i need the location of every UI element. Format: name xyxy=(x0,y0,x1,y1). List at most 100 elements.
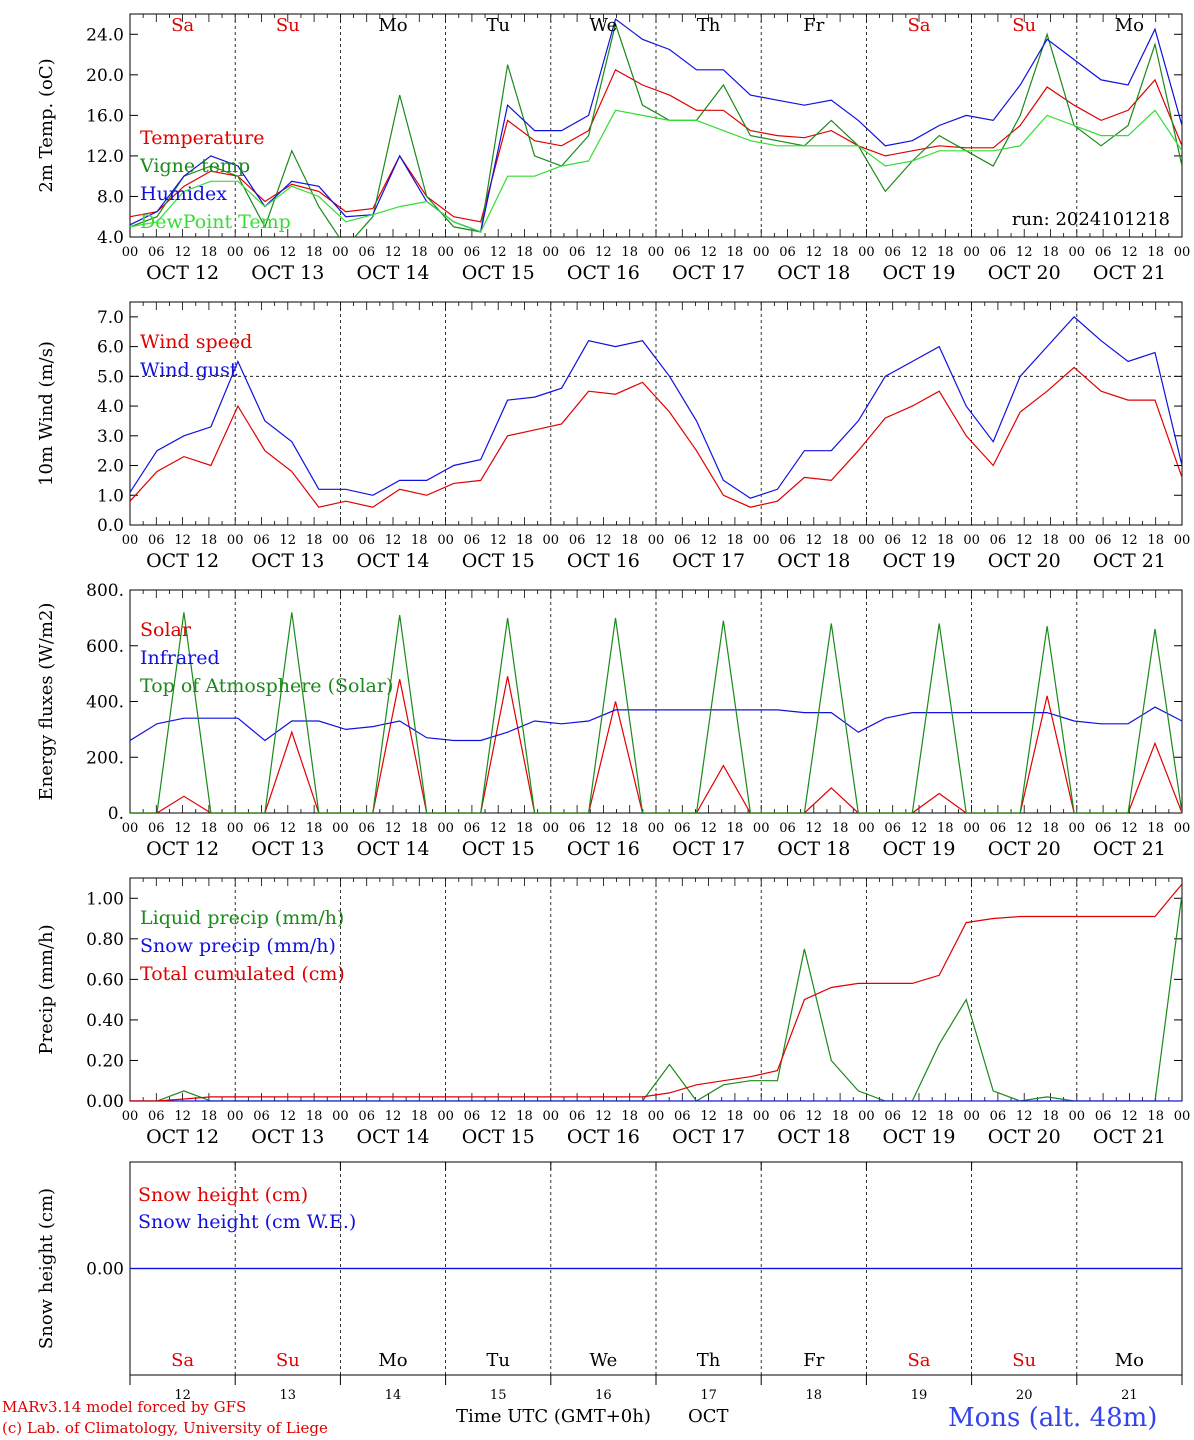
hour-label: 06 xyxy=(464,821,481,836)
y-axis-label: Snow height (cm) xyxy=(36,1188,57,1349)
hour-label: 12 xyxy=(911,533,928,548)
y-axis-label: Energy fluxes (W/m2) xyxy=(36,603,57,801)
date-label: OCT 14 xyxy=(356,550,429,572)
hour-label: 00 xyxy=(858,821,875,836)
date-label: OCT 16 xyxy=(567,550,640,572)
hour-label: 12 xyxy=(174,245,191,260)
day-name: Sa xyxy=(907,1350,930,1371)
month-label: OCT xyxy=(688,1406,729,1427)
y-tick-label: 8.0 xyxy=(97,187,124,207)
hour-label: 18 xyxy=(1147,533,1164,548)
date-label: OCT 19 xyxy=(882,550,955,572)
hour-label: 12 xyxy=(806,821,823,836)
hour-label: 00 xyxy=(648,245,665,260)
date-label: OCT 21 xyxy=(1093,1126,1166,1148)
hour-label: 18 xyxy=(832,245,849,260)
run-annotation: run: 2024101218 xyxy=(1012,209,1170,230)
y-tick-label: 0.40 xyxy=(86,1011,124,1031)
hour-label: 06 xyxy=(1095,533,1112,548)
legend-entry: Wind gust xyxy=(140,359,238,381)
location-label: Mons (alt. 48m) xyxy=(948,1403,1158,1433)
hour-label: 18 xyxy=(411,533,428,548)
y-tick-label: 1.0 xyxy=(97,486,124,506)
day-number: 12 xyxy=(174,1388,191,1403)
y-tick-label: 600. xyxy=(86,637,124,657)
legend-entry: Total cumulated (cm) xyxy=(140,963,345,985)
hour-label: 06 xyxy=(674,1109,691,1124)
hour-label: 06 xyxy=(464,533,481,548)
hour-label: 06 xyxy=(779,821,796,836)
day-name: Tu xyxy=(486,15,510,36)
hour-label: 06 xyxy=(253,245,270,260)
y-tick-label: 0.80 xyxy=(86,930,124,950)
date-label: OCT 20 xyxy=(988,838,1061,860)
hour-label: 12 xyxy=(595,533,612,548)
hour-label: 18 xyxy=(832,1109,849,1124)
legend-entry: Infrared xyxy=(140,647,220,669)
hour-label: 00 xyxy=(437,245,454,260)
hour-label: 06 xyxy=(569,245,586,260)
day-name: Mo xyxy=(378,1350,407,1371)
hour-label: 18 xyxy=(411,245,428,260)
time-axis-label: Time UTC (GMT+0h) xyxy=(456,1406,651,1427)
series-line-0-1 xyxy=(130,21,1182,237)
date-label: OCT 13 xyxy=(251,262,324,284)
day-number: 19 xyxy=(911,1388,928,1403)
hour-label: 12 xyxy=(1016,533,1033,548)
date-label: OCT 20 xyxy=(988,550,1061,572)
y-tick-label: 2.0 xyxy=(97,457,124,477)
date-label: OCT 13 xyxy=(251,838,324,860)
day-number: 21 xyxy=(1121,1388,1138,1403)
hour-label: 12 xyxy=(806,533,823,548)
hour-label: 00 xyxy=(543,533,560,548)
hour-label: 00 xyxy=(858,533,875,548)
day-name: Sa xyxy=(171,1350,194,1371)
date-label: OCT 12 xyxy=(146,1126,219,1148)
hour-label: 18 xyxy=(832,821,849,836)
hour-label: 00 xyxy=(122,1109,139,1124)
hour-label: 00 xyxy=(437,533,454,548)
hour-label: 00 xyxy=(1069,1109,1086,1124)
hour-label: 12 xyxy=(911,1109,928,1124)
y-tick-label: 0. xyxy=(108,804,124,824)
day-number: 15 xyxy=(490,1388,507,1403)
series-line-3-2 xyxy=(130,883,1182,1101)
hour-label: 06 xyxy=(464,1109,481,1124)
y-tick-label: 1.00 xyxy=(86,889,124,909)
date-label: OCT 18 xyxy=(777,838,850,860)
hour-label: 18 xyxy=(1147,821,1164,836)
date-label: OCT 19 xyxy=(882,838,955,860)
hour-label: 18 xyxy=(306,821,323,836)
hour-label: 06 xyxy=(569,533,586,548)
day-number: 20 xyxy=(1016,1388,1033,1403)
legend-entry: Snow height (cm W.E.) xyxy=(138,1211,356,1233)
hour-label: 12 xyxy=(700,1109,717,1124)
date-label: OCT 21 xyxy=(1093,838,1166,860)
day-name: Mo xyxy=(378,15,407,36)
hour-label: 00 xyxy=(753,245,770,260)
day-name: Th xyxy=(697,15,721,36)
day-name: Su xyxy=(276,1350,300,1371)
hour-label: 18 xyxy=(621,533,638,548)
date-label: OCT 20 xyxy=(988,1126,1061,1148)
legend-entry: DewPoint Temp xyxy=(140,211,291,233)
day-name: Su xyxy=(1012,15,1036,36)
hour-label: 06 xyxy=(464,245,481,260)
date-label: OCT 17 xyxy=(672,838,745,860)
hour-label: 06 xyxy=(884,533,901,548)
date-label: OCT 12 xyxy=(146,838,219,860)
hour-label: 12 xyxy=(174,533,191,548)
hour-label: 00 xyxy=(332,245,349,260)
hour-label: 06 xyxy=(253,533,270,548)
hour-label: 00 xyxy=(122,245,139,260)
hour-label: 12 xyxy=(806,1109,823,1124)
hour-label: 00 xyxy=(1069,821,1086,836)
hour-label: 12 xyxy=(1121,1109,1138,1124)
hour-label: 12 xyxy=(1016,245,1033,260)
hour-label: 12 xyxy=(385,245,402,260)
hour-label: 06 xyxy=(253,821,270,836)
hour-label: 00 xyxy=(1069,245,1086,260)
date-label: OCT 15 xyxy=(462,550,535,572)
hour-label: 18 xyxy=(937,821,954,836)
legend-entry: Snow precip (mm/h) xyxy=(140,935,336,957)
